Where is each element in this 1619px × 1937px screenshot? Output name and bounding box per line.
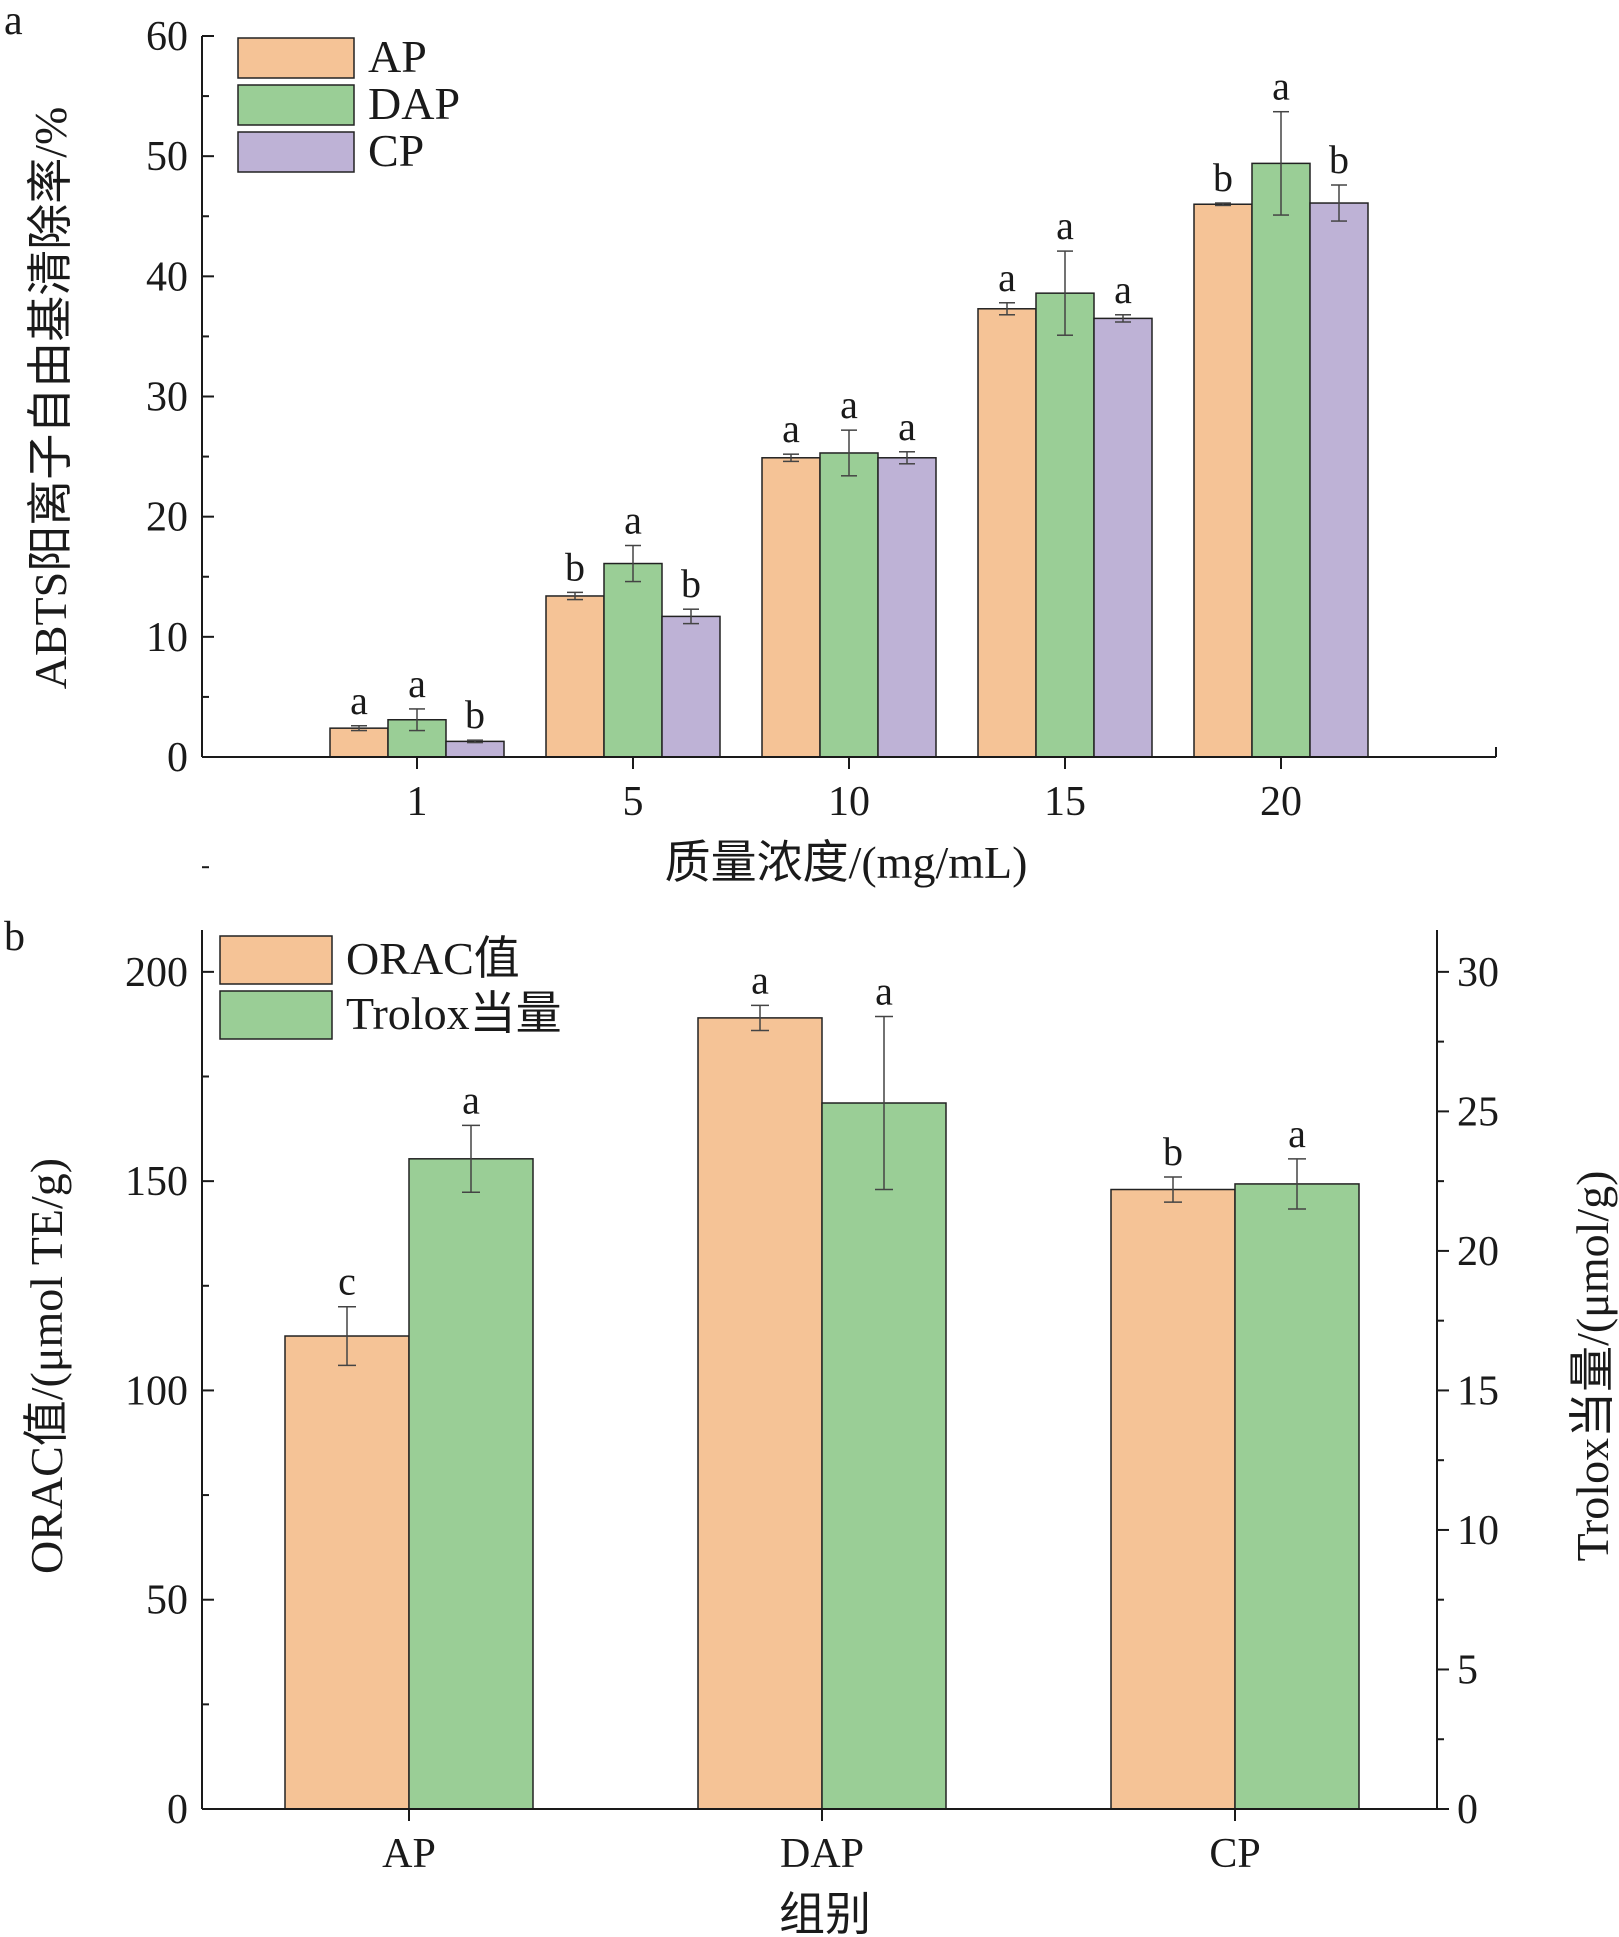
bar-ORAC值-DAP bbox=[697, 1017, 823, 1810]
bar-DAP-10 bbox=[819, 452, 879, 758]
bar-ORAC值-CP bbox=[1110, 1188, 1236, 1810]
bar-AP-20 bbox=[1193, 203, 1253, 758]
y-left-tick-label: 0 bbox=[167, 1787, 188, 1833]
significance-label: a bbox=[350, 678, 368, 723]
legend-swatch-Trolox当量 bbox=[219, 990, 333, 1040]
bar-AP-1 bbox=[329, 727, 389, 758]
significance-label: b bbox=[1213, 155, 1233, 200]
x-tick-label: 5 bbox=[623, 779, 644, 825]
bar-DAP-20 bbox=[1251, 162, 1311, 758]
significance-label: b bbox=[1163, 1129, 1183, 1174]
bar-CP-5 bbox=[661, 615, 721, 758]
legend-label-DAP: DAP bbox=[368, 78, 460, 129]
bar-Trolox当量-DAP bbox=[821, 1102, 947, 1810]
y-left-tick-label: 100 bbox=[125, 1368, 188, 1414]
significance-label: b bbox=[465, 692, 485, 737]
y-tick-label: 50 bbox=[146, 134, 188, 180]
bar-CP-20 bbox=[1309, 202, 1369, 758]
bar-DAP-5 bbox=[603, 562, 663, 758]
y-left-tick-label: 150 bbox=[125, 1159, 188, 1205]
panel-b-bars: c a b a a a bbox=[284, 957, 1360, 1810]
significance-label: b bbox=[1329, 137, 1349, 182]
significance-label: b bbox=[681, 561, 701, 606]
y-tick-label: 30 bbox=[146, 375, 188, 421]
y-right-tick-label: 20 bbox=[1457, 1229, 1499, 1275]
significance-label: a bbox=[875, 969, 893, 1014]
bar-AP-5 bbox=[545, 595, 605, 758]
legend-swatch-DAP bbox=[237, 84, 355, 126]
bar-CP-1 bbox=[445, 740, 505, 758]
bar-DAP-15 bbox=[1035, 292, 1095, 758]
x-tick-label: 20 bbox=[1260, 779, 1302, 825]
significance-label: a bbox=[898, 404, 916, 449]
legend-label-AP: AP bbox=[368, 31, 427, 82]
legend-swatch-ORAC值 bbox=[219, 935, 333, 985]
significance-label: a bbox=[1114, 267, 1132, 312]
significance-label: a bbox=[782, 406, 800, 451]
y-tick-label: 40 bbox=[146, 254, 188, 300]
x-tick-label: AP bbox=[382, 1831, 436, 1877]
y-tick-label: 60 bbox=[146, 14, 188, 60]
panel-b-ticks: 0 50 100 150 200 0 5 10 15 20 25 30 AP DAP CP bbox=[125, 866, 1499, 1877]
y-left-tick-label: 200 bbox=[125, 950, 188, 996]
x-tick-label: 10 bbox=[828, 779, 870, 825]
legend-swatch-AP bbox=[237, 37, 355, 79]
y-right-tick-label: 0 bbox=[1457, 1787, 1478, 1833]
legend-label-CP: CP bbox=[368, 125, 424, 176]
y-right-tick-label: 15 bbox=[1457, 1368, 1499, 1414]
y-right-tick-label: 30 bbox=[1457, 950, 1499, 996]
panel-a-label: a bbox=[4, 0, 23, 44]
significance-label: a bbox=[1056, 203, 1074, 248]
y-tick-label: 20 bbox=[146, 495, 188, 541]
panel-a-x-axis-label: 质量浓度/(mg/mL) bbox=[665, 837, 1028, 888]
x-tick-label: DAP bbox=[780, 1831, 864, 1877]
legend-swatch-CP bbox=[237, 131, 355, 173]
significance-label: a bbox=[462, 1077, 480, 1122]
x-tick-label: 1 bbox=[407, 779, 428, 825]
bar-ORAC值-AP bbox=[284, 1335, 410, 1810]
significance-label: a bbox=[624, 498, 642, 543]
y-right-tick-label: 25 bbox=[1457, 1089, 1499, 1135]
significance-label: b bbox=[565, 544, 585, 589]
y-tick-label: 0 bbox=[167, 735, 188, 781]
panel-b-x-axis-label: 组别 bbox=[779, 1889, 871, 1937]
x-tick-label: 15 bbox=[1044, 779, 1086, 825]
legend-label: Trolox当量 bbox=[346, 988, 562, 1039]
legend-label: ORAC值 bbox=[346, 933, 520, 984]
bar-CP-15 bbox=[1093, 317, 1153, 758]
significance-label: a bbox=[840, 382, 858, 427]
x-tick-label: CP bbox=[1209, 1831, 1260, 1877]
bar-Trolox当量-CP bbox=[1234, 1183, 1360, 1810]
y-left-tick-label: 50 bbox=[146, 1578, 188, 1624]
y-right-tick-label: 10 bbox=[1457, 1508, 1499, 1554]
panel-a-y-axis-label: ABTS阳离子自由基清除率/% bbox=[25, 107, 76, 690]
panel-b: b c a b a a a 0 50 100 150 200 0 5 10 15 20 25 30 AP DAP CP… bbox=[4, 866, 1618, 1937]
bar-Trolox当量-AP bbox=[408, 1158, 534, 1810]
bar-AP-15 bbox=[977, 308, 1037, 758]
bar-AP-10 bbox=[761, 457, 821, 758]
significance-label: a bbox=[751, 957, 769, 1002]
panel-b-label: b bbox=[4, 914, 25, 960]
y-tick-label: 10 bbox=[146, 615, 188, 661]
significance-label: a bbox=[1288, 1111, 1306, 1156]
significance-label: a bbox=[408, 661, 426, 706]
y-right-tick-label: 5 bbox=[1457, 1647, 1478, 1693]
significance-label: c bbox=[338, 1259, 356, 1304]
bar-CP-10 bbox=[877, 457, 937, 758]
panel-b-y-axis-label-right: Trolox当量/(μmol/g) bbox=[1567, 1171, 1618, 1562]
significance-label: a bbox=[1272, 64, 1290, 109]
significance-label: a bbox=[998, 255, 1016, 300]
panel-b-y-axis-label-left: ORAC值/(μmol TE/g) bbox=[21, 1158, 72, 1574]
